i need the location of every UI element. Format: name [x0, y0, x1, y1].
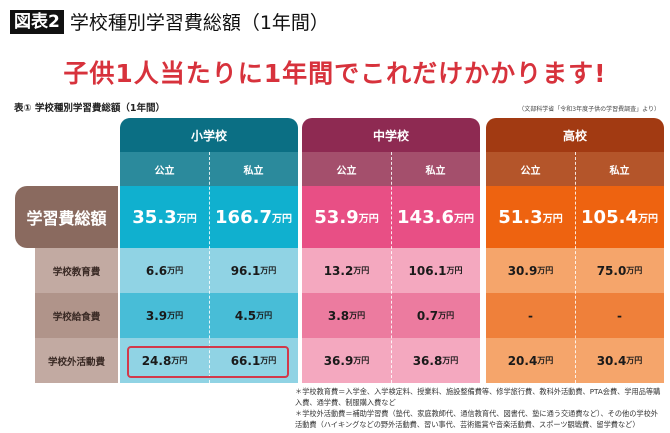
unit: 万円 — [167, 266, 184, 275]
value-cell: 36.9 万円 — [302, 338, 391, 383]
figure-badge: 図表2 — [10, 9, 64, 34]
value-cell: 143.6 万円 — [391, 186, 480, 248]
value-cell: 51.3 万円 — [486, 186, 575, 248]
column-divider — [391, 152, 392, 383]
unit: 万円 — [353, 266, 370, 275]
value: 106.1 — [408, 263, 447, 278]
row-label: 学校外活動費 — [35, 338, 118, 383]
value-cell: 96.1 万円 — [209, 248, 298, 293]
column-header: 私立 — [209, 152, 298, 186]
value-cell: 53.9 万円 — [302, 186, 391, 248]
unit: 万円 — [442, 356, 459, 365]
value-cell: 166.7 万円 — [209, 186, 298, 248]
value-cell: 30.4 万円 — [575, 338, 664, 383]
unit: 万円 — [171, 356, 188, 365]
value-cell: 4.5 万円 — [209, 293, 298, 338]
value: 30.4 — [596, 353, 627, 368]
unit: 万円 — [446, 266, 463, 275]
row-label: 学習費総額 — [15, 186, 118, 248]
value-cell: 13.2 万円 — [302, 248, 391, 293]
value-cell: 35.3 万円 — [120, 186, 209, 248]
unit: 万円 — [537, 356, 554, 365]
unit: 万円 — [256, 311, 273, 320]
unit: 万円 — [167, 311, 184, 320]
unit: 万円 — [637, 213, 658, 225]
unit: 万円 — [353, 356, 370, 365]
group-header: 高校 — [486, 118, 664, 152]
footnote: ＊学校外活動費＝補助学習費（塾代、家庭教師代、通信教育代、図書代、塾に通う交通費… — [295, 409, 658, 429]
headline: 子供1人当たりに1年間でこれだけかかります! — [63, 59, 607, 88]
value: 13.2 — [323, 263, 354, 278]
value: - — [617, 308, 622, 323]
column-header: 私立 — [391, 152, 480, 186]
value-cell: 24.8 万円 — [120, 338, 209, 383]
value-cell: 3.9 万円 — [120, 293, 209, 338]
value: 75.0 — [596, 263, 627, 278]
value-cell: - — [575, 293, 664, 338]
column-header: 公立 — [486, 152, 575, 186]
value: 105.4 — [581, 206, 638, 228]
value-cell: - — [486, 293, 575, 338]
value-cell: 3.8 万円 — [302, 293, 391, 338]
value: 3.9 — [145, 308, 168, 323]
unit: 万円 — [542, 213, 563, 225]
column-header: 公立 — [120, 152, 209, 186]
table-title: 表① 学校種別学習費総額（1年間） — [14, 103, 165, 114]
unit: 万円 — [537, 266, 554, 275]
value: 20.4 — [507, 353, 538, 368]
value: 53.9 — [314, 206, 359, 228]
value: 0.7 — [416, 308, 439, 323]
footnotes: ＊学校教育費＝入学金、入学検定料、授業料、施設整備費等、修学旅行費、教科外活動費… — [295, 386, 665, 430]
value-cell: 30.9 万円 — [486, 248, 575, 293]
value: 35.3 — [132, 206, 177, 228]
figure-heading: 図表2 学校種別学習費総額（1年間） — [10, 8, 329, 35]
value: 36.8 — [412, 353, 443, 368]
unit: 万円 — [176, 213, 197, 225]
group-header: 小学校 — [120, 118, 298, 152]
unit: 万円 — [438, 311, 455, 320]
value-cell: 6.6 万円 — [120, 248, 209, 293]
value-cell: 0.7 万円 — [391, 293, 480, 338]
value-cell: 75.0 万円 — [575, 248, 664, 293]
unit: 万円 — [453, 213, 474, 225]
row-label: 学校教育費 — [35, 248, 118, 293]
value: 24.8 — [141, 353, 172, 368]
value: 36.9 — [323, 353, 354, 368]
value: 96.1 — [230, 263, 261, 278]
value-cell: 106.1 万円 — [391, 248, 480, 293]
column-header: 公立 — [302, 152, 391, 186]
unit: 万円 — [626, 356, 643, 365]
value: 143.6 — [397, 206, 454, 228]
unit: 万円 — [260, 266, 277, 275]
footnote: ＊学校教育費＝入学金、入学検定料、授業料、施設整備費等、修学旅行費、教科外活動費… — [295, 387, 661, 407]
value: 6.6 — [145, 263, 168, 278]
unit: 万円 — [271, 213, 292, 225]
unit: 万円 — [626, 266, 643, 275]
source-note: （文部科学省「令和3年度子供の学習費調査」より） — [518, 106, 660, 113]
value: 30.9 — [507, 263, 538, 278]
value: 66.1 — [230, 353, 261, 368]
value-cell: 105.4 万円 — [575, 186, 664, 248]
column-divider — [209, 152, 210, 383]
unit: 万円 — [349, 311, 366, 320]
highlight-box — [127, 346, 289, 378]
value-cell: 36.8 万円 — [391, 338, 480, 383]
value: 51.3 — [498, 206, 543, 228]
group-header: 中学校 — [302, 118, 480, 152]
column-divider — [575, 152, 576, 383]
value: 4.5 — [234, 308, 257, 323]
value: 166.7 — [215, 206, 272, 228]
value: - — [528, 308, 533, 323]
unit: 万円 — [260, 356, 277, 365]
value-cell: 66.1 万円 — [209, 338, 298, 383]
row-label: 学校給食費 — [35, 293, 118, 338]
unit: 万円 — [358, 213, 379, 225]
column-header: 私立 — [575, 152, 664, 186]
figure-title: 学校種別学習費総額（1年間） — [69, 12, 329, 34]
value: 3.8 — [327, 308, 350, 323]
value-cell: 20.4 万円 — [486, 338, 575, 383]
